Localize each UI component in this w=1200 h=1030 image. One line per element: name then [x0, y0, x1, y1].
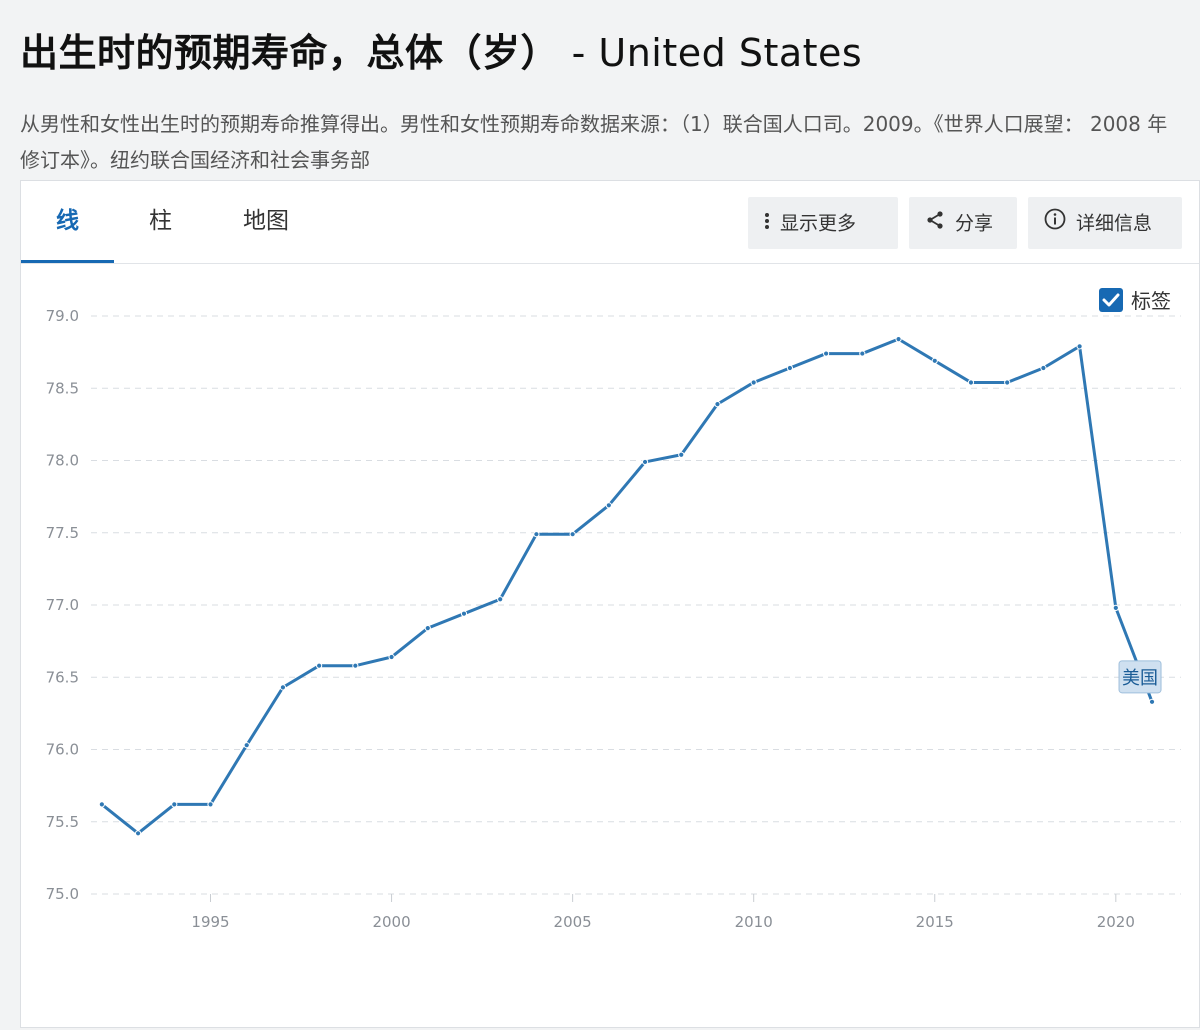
- data-point[interactable]: [98, 801, 105, 808]
- data-point[interactable]: [1004, 379, 1011, 386]
- tab-map[interactable]: 地图: [243, 208, 289, 234]
- details-button[interactable]: 详细信息: [1028, 197, 1182, 249]
- page-title: 出生时的预期寿命，总体（岁） - United States: [20, 22, 862, 77]
- data-point[interactable]: [967, 379, 975, 386]
- data-point[interactable]: [1040, 364, 1047, 372]
- tab-bar: 线 柱 地图 显示更多 分享 详细信息: [21, 181, 1199, 264]
- y-tick-label: 76.5: [46, 668, 79, 686]
- page-description: 从男性和女性出生时的预期寿命推算得出。男性和女性预期寿命数据来源：（1）联合国人…: [20, 112, 1168, 172]
- y-tick-label: 78.0: [46, 452, 79, 470]
- y-tick-label: 77.0: [46, 596, 79, 614]
- data-point[interactable]: [895, 336, 902, 343]
- share-button[interactable]: 分享: [909, 197, 1017, 249]
- page-title-text: 出生时的预期寿命，总体（岁）: [20, 31, 560, 75]
- share-icon: [925, 198, 945, 250]
- labels-toggle-label: 标签: [1131, 289, 1171, 313]
- grid: [91, 315, 1181, 895]
- x-tick-label: 2005: [554, 913, 592, 931]
- y-tick-label: 79.0: [46, 307, 79, 325]
- info-icon: [1044, 198, 1066, 250]
- data-point[interactable]: [533, 531, 540, 538]
- x-tick-label: 2010: [735, 913, 773, 931]
- data-point[interactable]: [424, 625, 431, 632]
- line-chart: 75.0 75.5 76.0 76.5 77.0 77.5 78.0 78.5 79.0 1995…: [46, 288, 1181, 931]
- x-tick-label: 2015: [916, 913, 954, 931]
- checkmark-icon: [1102, 293, 1120, 307]
- data-point[interactable]: [243, 742, 250, 749]
- y-tick-label: 75.0: [46, 885, 79, 903]
- data-point[interactable]: [678, 451, 685, 458]
- show-more-button[interactable]: 显示更多: [748, 197, 898, 249]
- y-tick-label: 77.5: [46, 524, 79, 542]
- page-title-country: - United States: [559, 31, 863, 75]
- labels-toggle[interactable]: 标签: [1099, 288, 1171, 313]
- data-point[interactable]: [388, 653, 395, 661]
- y-tick-label: 76.0: [46, 741, 79, 759]
- series: [98, 336, 1156, 837]
- data-point[interactable]: [316, 662, 323, 669]
- data-point[interactable]: [134, 830, 142, 837]
- data-point[interactable]: [569, 531, 576, 538]
- data-point[interactable]: [859, 350, 866, 357]
- series-labels: 美国: [1118, 660, 1162, 694]
- y-tick-label: 78.5: [46, 379, 79, 397]
- tab-line[interactable]: 线: [21, 181, 114, 263]
- share-label: 分享: [955, 212, 994, 235]
- data-point[interactable]: [207, 801, 214, 808]
- show-more-label: 显示更多: [780, 212, 857, 235]
- chart-card: 线 柱 地图 显示更多 分享 详细信息 75.0 75.5 76.0 76.5 77.0…: [20, 180, 1200, 1028]
- tab-bar-chart[interactable]: 柱: [149, 208, 172, 234]
- series-label-box: [1118, 660, 1162, 694]
- data-point[interactable]: [279, 684, 287, 691]
- details-label: 详细信息: [1076, 212, 1153, 235]
- data-point[interactable]: [1076, 343, 1083, 350]
- x-tick-label: 1995: [191, 913, 229, 931]
- more-vertical-icon: [764, 198, 770, 250]
- x-tick-label: 2000: [372, 913, 410, 931]
- series-line: [100, 337, 1154, 835]
- data-point[interactable]: [1112, 604, 1119, 611]
- data-point[interactable]: [352, 662, 359, 669]
- data-point[interactable]: [931, 357, 938, 364]
- y-tick-label: 75.5: [46, 813, 79, 831]
- data-point[interactable]: [823, 350, 830, 357]
- data-point[interactable]: [171, 801, 178, 808]
- data-point[interactable]: [641, 458, 649, 466]
- data-point[interactable]: [605, 502, 612, 509]
- data-point[interactable]: [460, 610, 468, 617]
- data-point[interactable]: [786, 364, 794, 372]
- data-point[interactable]: [714, 401, 721, 408]
- data-point[interactable]: [750, 379, 757, 386]
- axes: 75.0 75.5 76.0 76.5 77.0 77.5 78.0 78.5 79.0 1995…: [46, 307, 1135, 931]
- x-tick-label: 2020: [1097, 913, 1135, 931]
- data-point[interactable]: [1148, 698, 1156, 705]
- data-point[interactable]: [497, 596, 504, 603]
- series-label: 美国: [1122, 668, 1158, 689]
